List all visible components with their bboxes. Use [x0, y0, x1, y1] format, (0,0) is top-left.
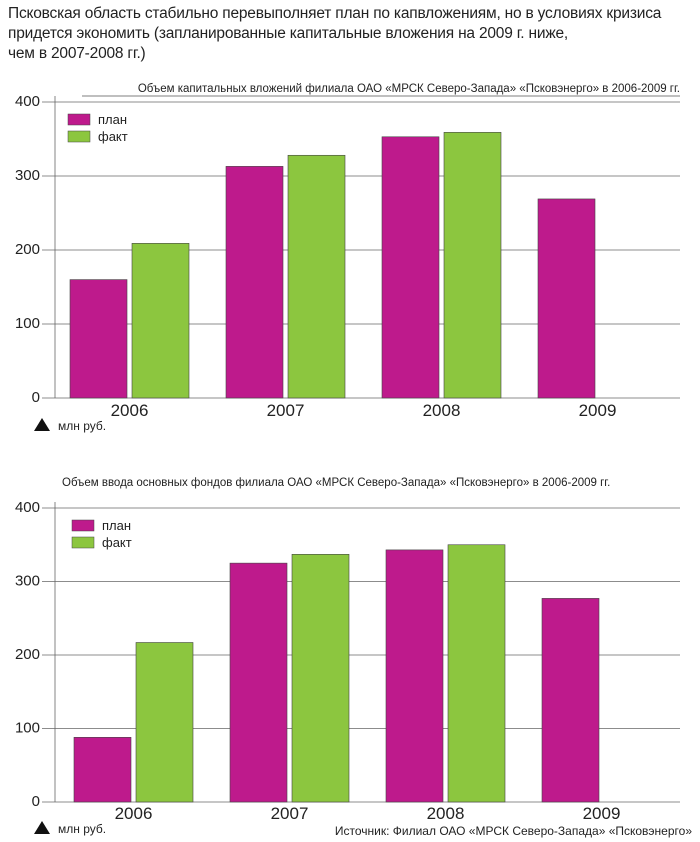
- legend-swatch-plan: [67, 113, 91, 126]
- bar-fact-2007: [291, 554, 350, 803]
- bar-plan-2007: [225, 166, 284, 399]
- bar-fact-2006: [131, 243, 190, 399]
- bar-fact-2006: [135, 642, 194, 803]
- x-tick-label: 2006: [115, 804, 153, 823]
- legend-label-fact: факт: [98, 129, 128, 144]
- y-tick-label: 100: [15, 720, 40, 737]
- y-tick-label: 300: [15, 167, 40, 184]
- triangle-marker-icon: [34, 821, 50, 834]
- bar-plan-2006: [73, 737, 132, 803]
- y-tick-label: 100: [15, 315, 40, 332]
- bar-fact-2007: [287, 154, 346, 399]
- legend-swatch-plan: [71, 519, 95, 532]
- y-tick-label: 300: [15, 573, 40, 590]
- bar-plan-2008: [381, 136, 440, 399]
- fixed-assets-chart: Объем ввода основных фондов филиала ОАО …: [15, 477, 680, 836]
- legend-swatch-fact: [67, 130, 91, 143]
- unit-label: млн руб.: [58, 419, 106, 433]
- bar-plan-2008: [385, 549, 444, 803]
- legend-label-fact: факт: [102, 535, 132, 550]
- y-tick-label: 400: [15, 93, 40, 110]
- capital-investment-chart: Объем капитальных вложений филиала ОАО «…: [15, 83, 680, 433]
- bar-plan-2009: [537, 198, 596, 399]
- bar-fact-2008: [447, 544, 506, 803]
- y-tick-label: 0: [32, 793, 40, 810]
- bar-plan-2009: [541, 598, 600, 803]
- x-tick-label: 2007: [267, 401, 305, 420]
- bar-plan-2006: [69, 279, 128, 399]
- y-tick-label: 200: [15, 646, 40, 663]
- y-tick-label: 0: [32, 389, 40, 406]
- chart-title: Объем ввода основных фондов филиала ОАО …: [62, 477, 610, 489]
- bar-fact-2008: [443, 132, 502, 399]
- bar-plan-2007: [229, 562, 288, 803]
- source-note: Источник: Филиал ОАО «МРСК Северо-Запада…: [334, 824, 692, 838]
- triangle-marker-icon: [34, 418, 50, 431]
- x-tick-label: 2009: [579, 401, 617, 420]
- legend-label-plan: план: [102, 518, 131, 533]
- chart-title: Объем капитальных вложений филиала ОАО «…: [138, 83, 680, 95]
- legend-swatch-fact: [71, 536, 95, 549]
- x-tick-label: 2008: [427, 804, 465, 823]
- legend-label-plan: план: [98, 112, 127, 127]
- y-tick-label: 200: [15, 241, 40, 258]
- x-tick-label: 2007: [271, 804, 309, 823]
- y-tick-label: 400: [15, 499, 40, 516]
- x-tick-label: 2008: [423, 401, 461, 420]
- headline: Псковская область стабильно перевыполняе…: [8, 5, 662, 62]
- x-tick-label: 2009: [583, 804, 621, 823]
- x-tick-label: 2006: [111, 401, 149, 420]
- unit-label: млн руб.: [58, 822, 106, 836]
